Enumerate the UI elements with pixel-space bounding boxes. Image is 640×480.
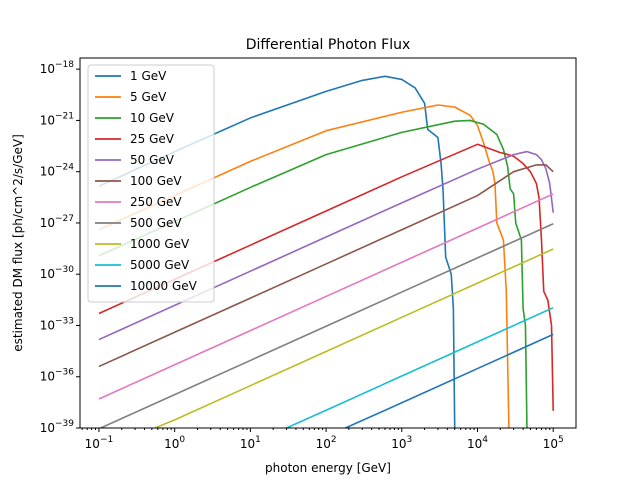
x-axis: 10−1 100 101 102 103 104 105 [81, 428, 564, 451]
legend: 1 GeV 5 GeV 10 GeV 25 GeV 50 GeV 100 GeV 250 G… [87, 64, 215, 303]
series-line-25-gev [98, 143, 555, 411]
x-tick-label: 101 [240, 435, 261, 451]
chart-title: Differential Photon Flux [246, 37, 411, 53]
x-tick-label: 105 [543, 435, 564, 451]
series-line-5000-gev [286, 306, 554, 428]
series-layer [98, 75, 555, 428]
legend-label: 250 GeV [130, 195, 182, 209]
series-line-1-gev [98, 75, 456, 428]
legend-label: 1 GeV [130, 69, 167, 83]
series-line-1000-gev [154, 248, 554, 428]
legend-label: 10000 GeV [130, 279, 198, 293]
legend-label: 5 GeV [130, 90, 167, 104]
series-line-10000-gev [345, 333, 554, 428]
legend-label: 50 GeV [130, 153, 175, 167]
legend-label: 10 GeV [130, 111, 175, 125]
legend-label: 5000 GeV [130, 258, 190, 272]
y-tick-label: 10−24 [40, 163, 75, 179]
series-line-100-gev [98, 164, 554, 368]
y-tick-label: 10−27 [40, 214, 74, 230]
series-line-5-gev [98, 104, 510, 428]
y-tick-label: 10−21 [40, 111, 74, 127]
y-tick-label: 10−36 [40, 368, 75, 384]
legend-box [87, 64, 215, 303]
plot-frame [79, 57, 577, 429]
y-tick-label: 10−30 [40, 265, 75, 281]
x-tick-label: 104 [467, 435, 488, 451]
legend-label: 100 GeV [130, 174, 182, 188]
y-axis-label: estimated DM flux [ph/cm^2/s/GeV] [11, 134, 25, 352]
y-axis: 10−39 10−36 10−33 10−30 10−27 10−24 10−21 10−18 [40, 60, 80, 435]
x-tick-label: 103 [391, 435, 412, 451]
y-tick-label: 10−18 [40, 60, 75, 76]
x-axis-label: photon energy [GeV] [265, 461, 391, 475]
series-line-250-gev [98, 193, 554, 400]
legend-label: 1000 GeV [130, 237, 190, 251]
series-line-10-gev [98, 119, 528, 428]
legend-label: 500 GeV [130, 216, 182, 230]
series-line-50-gev [98, 150, 555, 341]
x-tick-label: 100 [164, 435, 185, 451]
legend-label: 25 GeV [130, 132, 175, 146]
y-tick-label: 10−39 [40, 419, 75, 435]
x-tick-label: 10−1 [85, 435, 114, 451]
y-tick-label: 10−33 [40, 316, 74, 332]
x-tick-label: 102 [316, 435, 337, 451]
series-line-500-gev [98, 223, 554, 428]
